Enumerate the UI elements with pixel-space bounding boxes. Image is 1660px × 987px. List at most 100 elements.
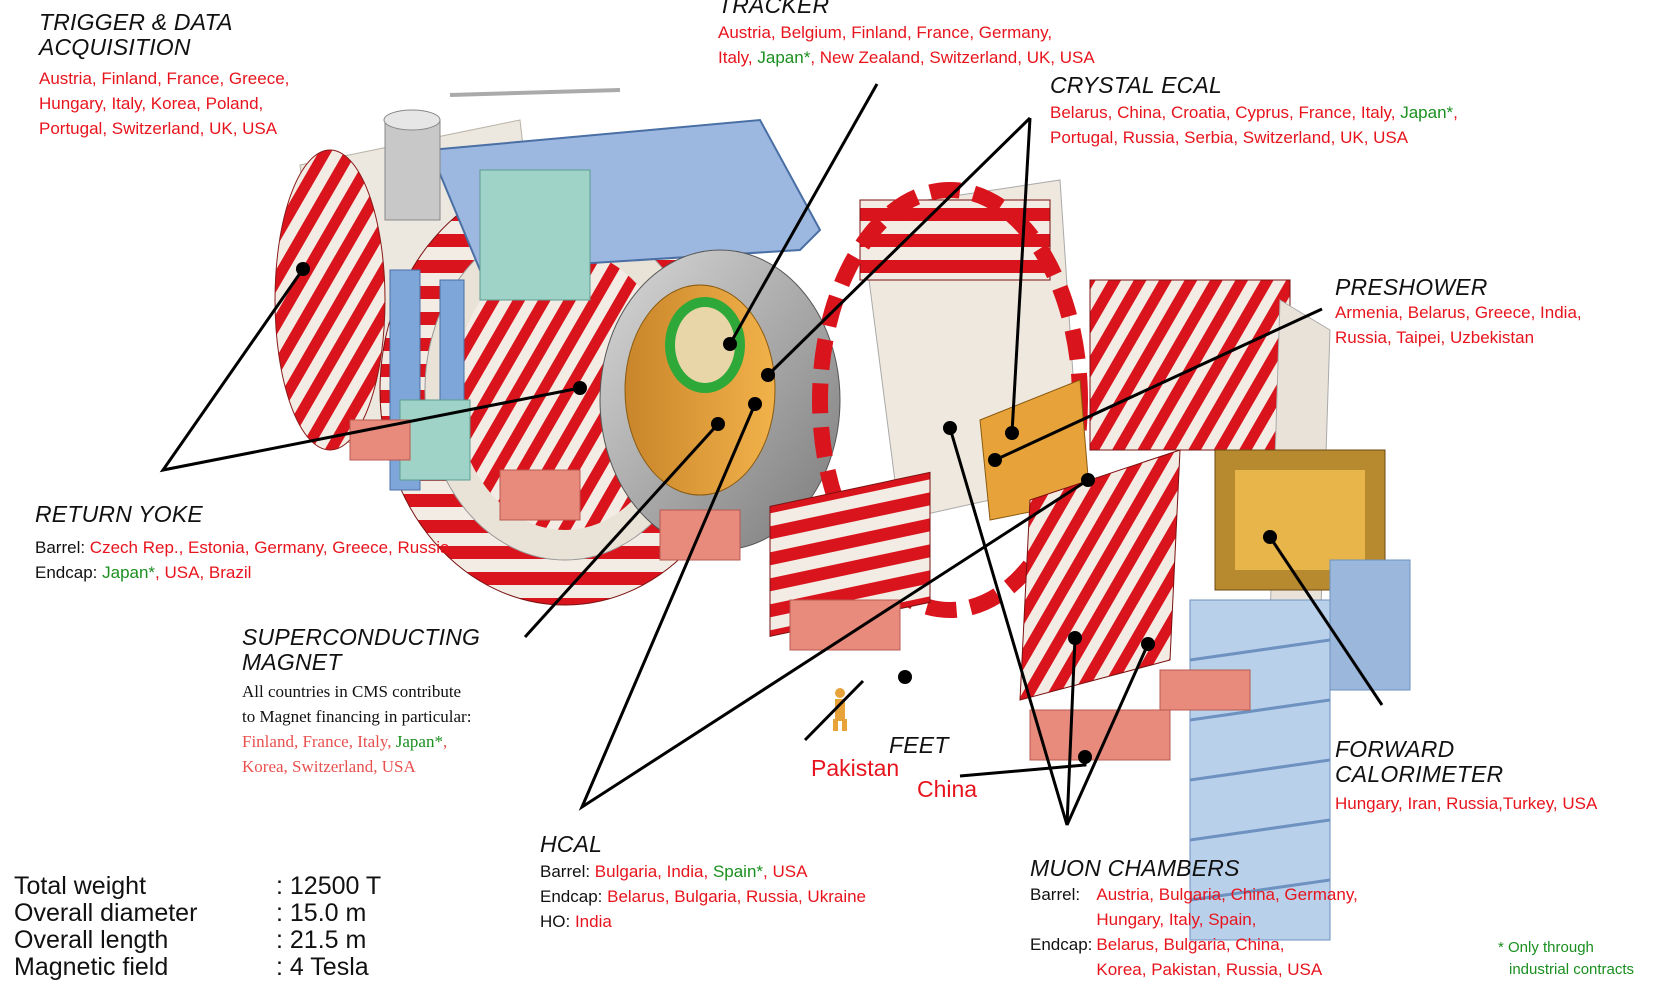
magnet-countries-1c: , bbox=[442, 732, 448, 751]
preshower-countries-1: Armenia, Belarus, Greece, India, bbox=[1335, 303, 1582, 322]
stat-value: : 15.0 m bbox=[276, 899, 367, 927]
muon-chambers-title: MUON CHAMBERS bbox=[1030, 855, 1240, 881]
hcal-ho-countries: India bbox=[574, 912, 612, 931]
magnet-countries-1: Finland, France, Italy, Japan*, bbox=[242, 729, 480, 754]
detector-stats: Total weight : 12500 T Overall diameter … bbox=[14, 873, 381, 981]
magnet-title-1: SUPERCONDUCTING bbox=[242, 624, 481, 650]
stat-value: : 12500 T bbox=[276, 872, 382, 900]
ecal-countries-1a: Belarus, China, Croatia, Cyprus, France,… bbox=[1050, 103, 1401, 122]
detector-feet bbox=[349, 419, 1251, 761]
hcal-barrel-countries-c: , USA bbox=[763, 862, 808, 881]
stat-label: Magnetic field bbox=[14, 953, 169, 981]
trigger-daq-countries-1: Austria, Finland, France, Greece, bbox=[39, 69, 290, 88]
muon-endcap-key: Endcap: bbox=[1030, 935, 1093, 954]
endcap-disks-middle bbox=[769, 179, 1091, 637]
hcal-title: HCAL bbox=[540, 831, 603, 857]
tracker-label: TRACKER Austria, Belgium, Finland, Franc… bbox=[718, 0, 1095, 70]
ecal-japan: Japan* bbox=[1400, 103, 1454, 122]
return-yoke-barrel: Barrel: Czech Rep., Estonia, Germany, Gr… bbox=[35, 535, 449, 560]
pointer-lines bbox=[159, 83, 1384, 826]
feet-country-china: China bbox=[917, 776, 978, 802]
trigger-daq-title-2: ACQUISITION bbox=[39, 34, 191, 60]
tracker-title: TRACKER bbox=[718, 0, 830, 18]
muon-chambers-table: Barrel: Austria, Bulgaria, China, German… bbox=[1030, 882, 1358, 982]
return-yoke-barrel-countries: Czech Rep., Estonia, Germany, Greece, Ru… bbox=[89, 538, 450, 557]
tracker-countries-2a: Italy, bbox=[718, 48, 758, 67]
footnote: * Only through industrial contracts bbox=[1498, 937, 1634, 981]
tracker-countries-2c: , New Zealand, Switzerland, UK, USA bbox=[810, 48, 1095, 67]
ecal-title: CRYSTAL ECAL bbox=[1050, 72, 1222, 98]
preshower-label: PRESHOWER Armenia, Belarus, Greece, Indi… bbox=[1335, 275, 1582, 350]
return-yoke-japan: Japan* bbox=[102, 563, 156, 582]
ecal-countries-2: Portugal, Russia, Serbia, Switzerland, U… bbox=[1050, 128, 1409, 147]
hcal-endcap-key: Endcap: bbox=[540, 887, 608, 906]
hcal-endcap: Endcap: Belarus, Bulgaria, Russia, Ukrai… bbox=[540, 884, 866, 909]
hcal-spain: Spain* bbox=[712, 862, 764, 881]
muon-barrel-countries-2: Hungary, Italy, Spain, bbox=[1096, 910, 1257, 929]
forward-calorimeter-countries: Hungary, Iran, Russia,Turkey, USA bbox=[1335, 794, 1598, 813]
forward-calorimeter-label: FORWARD CALORIMETER Hungary, Iran, Russi… bbox=[1335, 737, 1597, 816]
tracker-countries-1: Austria, Belgium, Finland, France, Germa… bbox=[718, 23, 1053, 42]
endcap-disks-right bbox=[1019, 279, 1386, 701]
feet-country-pakistan: Pakistan bbox=[811, 755, 900, 781]
preshower-title: PRESHOWER bbox=[1335, 274, 1488, 300]
inner-barrel bbox=[599, 249, 841, 551]
muon-endcap-countries-2: Korea, Pakistan, Russia, USA bbox=[1096, 960, 1323, 979]
muon-barrel-key: Barrel: bbox=[1030, 885, 1081, 904]
magnet-label: SUPERCONDUCTING MAGNET All countries in … bbox=[242, 625, 480, 779]
cryogenic-tank bbox=[383, 109, 441, 221]
pointer-dots bbox=[296, 262, 1277, 764]
feet-title: FEET bbox=[889, 732, 949, 758]
forward-calorimeter-title-2: CALORIMETER bbox=[1335, 761, 1504, 787]
hcal-ho: HO: India bbox=[540, 909, 866, 934]
forward-calorimeter-title-1: FORWARD bbox=[1335, 736, 1455, 762]
stat-row: Overall diameter : 15.0 m bbox=[14, 900, 381, 927]
muon-endcap-countries-1: Belarus, Bulgaria, China, bbox=[1096, 935, 1285, 954]
hcal-endcap-countries: Belarus, Bulgaria, Russia, Ukraine bbox=[607, 887, 867, 906]
hcal-barrel-countries-a: Bulgaria, India, bbox=[594, 862, 713, 881]
stat-row: Magnetic field : 4 Tesla bbox=[14, 954, 381, 981]
tracker-countries-2: Italy, Japan*, New Zealand, Switzerland,… bbox=[718, 45, 1095, 70]
ecal-countries-1c: , bbox=[1453, 103, 1458, 122]
magnet-title-2: MAGNET bbox=[242, 649, 342, 675]
hcal-ho-key: HO: bbox=[540, 912, 575, 931]
preshower-countries-2: Russia, Taipei, Uzbekistan bbox=[1335, 328, 1535, 347]
return-yoke-barrel-key: Barrel: bbox=[35, 538, 90, 557]
return-yoke-label: RETURN YOKE Barrel: Czech Rep., Estonia,… bbox=[35, 502, 449, 585]
return-yoke-endcap-countries: , USA, Brazil bbox=[155, 563, 252, 582]
stat-row: Overall length : 21.5 m bbox=[14, 927, 381, 954]
muon-endcap-countries: Belarus, Bulgaria, China, Korea, Pakista… bbox=[1096, 932, 1357, 982]
trigger-daq-countries-3: Portugal, Switzerland, UK, USA bbox=[39, 119, 278, 138]
forward-calorimeter-platform bbox=[1189, 559, 1411, 941]
return-yoke-title: RETURN YOKE bbox=[35, 501, 203, 527]
magnet-text-1: All countries in CMS contribute bbox=[242, 682, 462, 701]
blue-support-structure bbox=[389, 88, 822, 491]
stat-label: Overall length bbox=[14, 926, 169, 954]
magnet-countries-2: Korea, Switzerland, USA bbox=[242, 757, 416, 776]
trigger-daq-title-1: TRIGGER & DATA bbox=[39, 9, 233, 35]
stat-value: : 21.5 m bbox=[276, 926, 367, 954]
footnote-line-2: industrial contracts bbox=[1509, 961, 1635, 978]
return-yoke-endcap-key: Endcap: bbox=[35, 563, 103, 582]
person-scale-figure bbox=[833, 688, 847, 731]
muon-chambers-label: MUON CHAMBERS Barrel: Austria, Bulgaria,… bbox=[1030, 856, 1358, 982]
hcal-barrel: Barrel: Bulgaria, India, Spain*, USA bbox=[540, 859, 866, 884]
trigger-daq-label: TRIGGER & DATA ACQUISITION Austria, Finl… bbox=[39, 10, 289, 141]
magnet-countries-1a: Finland, France, Italy, bbox=[242, 732, 396, 751]
stat-value: : 4 Tesla bbox=[276, 953, 369, 981]
magnet-japan: Japan* bbox=[395, 732, 443, 751]
ecal-label: CRYSTAL ECAL Belarus, China, Croatia, Cy… bbox=[1050, 73, 1458, 150]
return-yoke-endcap: Endcap: Japan*, USA, Brazil bbox=[35, 560, 449, 585]
stat-row: Total weight : 12500 T bbox=[14, 873, 381, 900]
muon-barrel-countries: Austria, Bulgaria, China, Germany, Hunga… bbox=[1096, 882, 1357, 932]
footnote-line-1: * Only through bbox=[1498, 939, 1594, 956]
trigger-daq-countries-2: Hungary, Italy, Korea, Poland, bbox=[39, 94, 264, 113]
hcal-barrel-key: Barrel: bbox=[540, 862, 595, 881]
muon-barrel-countries-1: Austria, Bulgaria, China, Germany, bbox=[1096, 885, 1358, 904]
stat-label: Total weight bbox=[14, 872, 147, 900]
tracker-japan: Japan* bbox=[757, 48, 811, 67]
stat-label: Overall diameter bbox=[14, 899, 198, 927]
hcal-label: HCAL Barrel: Bulgaria, India, Spain*, US… bbox=[540, 832, 866, 934]
ecal-countries-1: Belarus, China, Croatia, Cyprus, France,… bbox=[1050, 100, 1458, 125]
